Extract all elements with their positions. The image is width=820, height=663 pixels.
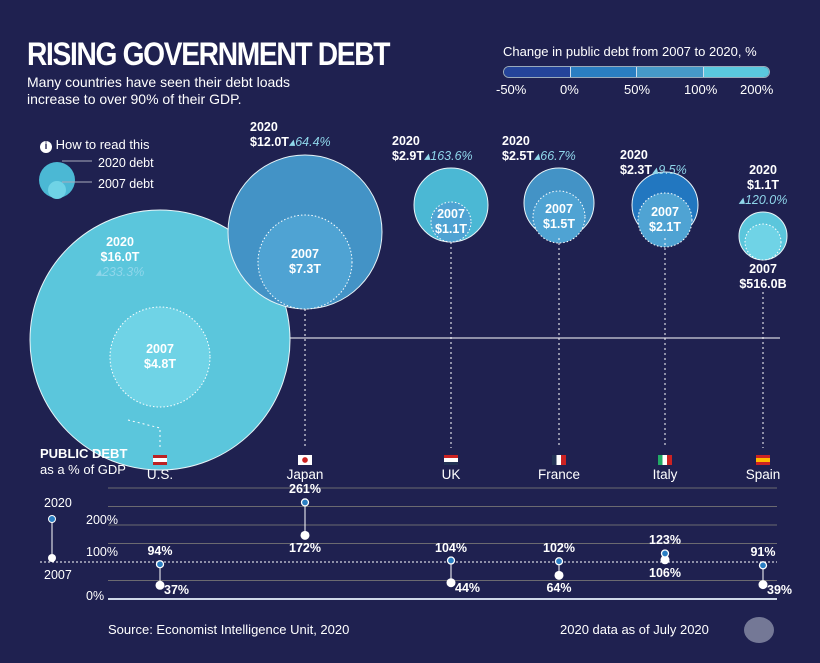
legend-swatch xyxy=(570,67,637,77)
country-label: Japan xyxy=(286,467,324,482)
legend-swatch xyxy=(504,67,571,77)
dot-2007 xyxy=(758,580,768,590)
label-gdp-2007: 37% xyxy=(164,583,190,598)
label-2007: 2007 $516.0B xyxy=(739,262,787,291)
label-gdp-2007: 106% xyxy=(649,565,681,580)
label-gdp-2020: 94% xyxy=(147,544,173,559)
dot-2007 xyxy=(660,555,670,565)
label-2020: 2020 $16.0T ▴233.3% xyxy=(95,235,145,279)
dot-2007 xyxy=(155,580,165,590)
gdp-panel-title: PUBLIC DEBT xyxy=(40,446,128,461)
label-gdp-2020: 104% xyxy=(435,540,467,555)
label-2020: 2020 $2.5T▴66.7% xyxy=(502,134,576,163)
source-note: Source: Economist Intelligence Unit, 202… xyxy=(108,622,350,637)
label-2020: 2020 $2.3T▴9.5% xyxy=(620,148,687,177)
label-gdp-2007: 39% xyxy=(767,582,793,597)
label-gdp-2007: 44% xyxy=(455,580,481,595)
legend-swatch xyxy=(703,67,769,77)
legend-title: Change in public debt from 2007 to 2020,… xyxy=(503,44,757,59)
flag-it-icon xyxy=(658,455,672,465)
label-2007: 2007 $4.8T xyxy=(144,342,176,371)
howto-inner-circle xyxy=(48,181,66,199)
flag-us-icon xyxy=(153,455,167,465)
label-2007: 2007 $2.1T xyxy=(649,205,681,234)
legend-tick: 200% xyxy=(740,82,774,97)
key-2007: 2007 xyxy=(44,568,72,582)
key-2020: 2020 xyxy=(44,496,72,510)
label-gdp-2020: 91% xyxy=(750,545,776,560)
connector xyxy=(127,419,161,448)
dot-2020 xyxy=(300,498,310,507)
label-gdp-2007: 172% xyxy=(289,541,321,556)
key-dot-2020 xyxy=(48,515,56,523)
label-gdp-2020: 123% xyxy=(649,533,681,548)
flag-jp-icon xyxy=(298,455,312,465)
bubble-2007-it xyxy=(637,192,693,248)
dot-2020 xyxy=(554,557,564,566)
label-2007: 2007 $7.3T xyxy=(289,247,321,276)
dot-2020 xyxy=(155,560,165,569)
how-to-label: How to read this xyxy=(55,137,150,152)
label-2020: 2020 $2.9T▴163.6% xyxy=(392,134,473,163)
dot-2020 xyxy=(660,549,670,558)
label-2007: 2007 $1.5T xyxy=(543,202,575,231)
visual-capitalist-logo xyxy=(744,617,774,643)
axis-tick-200: 200% xyxy=(86,513,118,527)
dot-2007 xyxy=(554,570,564,580)
bubble-2007-fr xyxy=(532,190,586,244)
label-gdp-2007: 64% xyxy=(546,581,572,596)
howto-outer-label: 2020 debt xyxy=(98,156,154,170)
flag-es-icon xyxy=(756,455,770,465)
gdp-panel-subtitle: as a % of GDP xyxy=(40,462,126,477)
info-icon: i xyxy=(40,141,52,153)
label-gdp-2020: 102% xyxy=(543,541,575,556)
bubble-2007-es xyxy=(744,223,782,261)
howto-outer-circle xyxy=(39,162,75,198)
label-gdp-2020: 261% xyxy=(289,482,321,497)
flag-uk-icon xyxy=(444,455,458,465)
howto-inner-label: 2007 debt xyxy=(98,177,154,191)
legend-tick: 100% xyxy=(684,82,718,97)
label-2007: 2007 $1.1T xyxy=(435,207,467,236)
country-label: U.S. xyxy=(146,467,174,482)
data-date-note: 2020 data as of July 2020 xyxy=(560,622,709,637)
dot-2007 xyxy=(300,530,310,540)
country-label: Spain xyxy=(745,467,781,482)
page-title: RISING GOVERNMENT DEBT xyxy=(27,36,390,72)
how-to-read: i How to read this xyxy=(40,137,150,153)
legend-swatch xyxy=(637,67,704,77)
country-label: France xyxy=(537,467,581,482)
legend-tick: 50% xyxy=(624,82,651,97)
dot-2020 xyxy=(758,561,768,570)
subtitle: Many countries have seen their debt load… xyxy=(27,74,291,107)
axis-tick-100: 100% xyxy=(86,545,118,559)
dot-2020 xyxy=(446,556,456,565)
legend-color-scale xyxy=(503,66,770,78)
country-label: Italy xyxy=(652,467,678,482)
bubble-2007-us xyxy=(109,306,211,408)
dot-2007 xyxy=(446,578,456,588)
legend-tick: -50% xyxy=(496,82,527,97)
key-dot-2007 xyxy=(48,554,56,562)
country-label: UK xyxy=(441,467,461,482)
bubble-2007-uk xyxy=(430,201,472,243)
legend-tick: 0% xyxy=(560,82,579,97)
label-2020: 2020 $12.0T▴64.4% xyxy=(250,120,331,149)
axis-tick-0: 0% xyxy=(86,589,105,603)
flag-fr-icon xyxy=(552,455,566,465)
label-2020: 2020 $1.1T ▴120.0% xyxy=(738,163,788,207)
